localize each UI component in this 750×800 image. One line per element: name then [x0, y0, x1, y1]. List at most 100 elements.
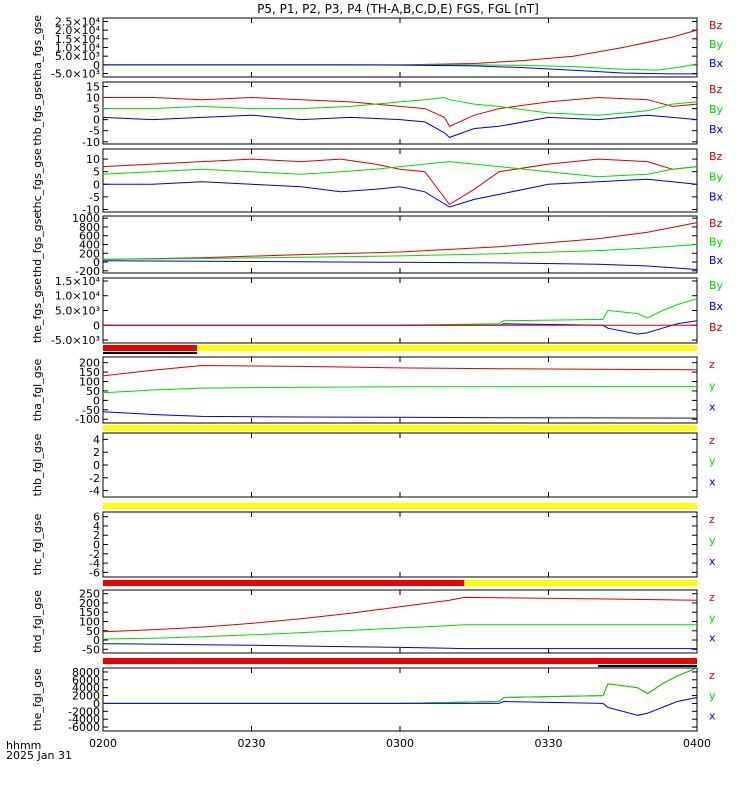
y-axis-label: tha_fgs_gse	[31, 15, 44, 80]
y-tick-label: 0	[93, 178, 100, 191]
y-tick-label: 200	[79, 357, 100, 370]
y-axis-label: thc_fgs_gse	[31, 148, 44, 213]
y-tick-label: -10	[82, 203, 100, 216]
plot-title: P5, P1, P2, P3, P4 (TH-A,B,C,D,E) FGS, F…	[257, 2, 539, 16]
legend-z: z	[709, 358, 715, 371]
y-tick-label: -4000	[68, 713, 100, 726]
y-tick-label: 15	[86, 80, 100, 93]
y-axis-label: thd_fgs_gse	[31, 212, 44, 278]
legend-x: x	[709, 632, 716, 645]
y-tick-label: -200	[75, 265, 100, 278]
y-tick-label: 8000	[72, 666, 100, 679]
panel-frame	[102, 667, 698, 732]
legend-bx: Bx	[709, 123, 724, 136]
y-axis-label: the_fgl_gse	[31, 668, 44, 731]
legend-by: By	[709, 103, 724, 116]
series-line-bx	[103, 320, 698, 335]
legend-x: x	[709, 555, 716, 568]
date-label: 2025 Jan 31	[6, 749, 72, 762]
series-line-z	[102, 596, 698, 633]
mode-bar-segment	[103, 345, 198, 351]
time-axis-label: hhmm	[6, 739, 41, 752]
y-tick-label: -50	[82, 643, 100, 656]
mode-bar-segment	[197, 345, 698, 351]
y-tick-label: 2	[93, 529, 100, 542]
series-line-bz	[103, 29, 698, 66]
y-tick-label: 4	[93, 433, 100, 446]
y-tick-label: 2	[93, 446, 100, 459]
legend-y: y	[709, 611, 716, 624]
legend-by: By	[709, 279, 724, 292]
mode-bar	[103, 503, 697, 509]
y-tick-label: 250	[79, 588, 100, 601]
y-tick-label: -6	[89, 566, 100, 579]
y-tick-label: 1.0×10⁴	[55, 42, 101, 55]
series-line-bx	[102, 260, 698, 270]
series-line-by	[102, 161, 698, 178]
time-axis: 0200 0230 0300 0330 0400	[89, 737, 711, 750]
y-tick-label: 5.0×10³	[55, 305, 100, 318]
y-tick-label: -2000	[68, 705, 100, 718]
legend-z: z	[709, 513, 715, 526]
y-tick-label: 5	[93, 103, 100, 116]
y-tick-label: -4	[89, 557, 100, 570]
mode-bar-underline	[103, 352, 198, 354]
y-axis-label: thc_fgl_gse	[31, 513, 44, 575]
y-tick-label: -100	[75, 413, 100, 426]
mode-bar-segment	[464, 580, 697, 586]
y-tick-label: 2.5×10⁴	[55, 15, 101, 28]
y-tick-label: 10	[86, 92, 100, 105]
y-tick-label: 4000	[72, 682, 100, 695]
legend-by: By	[709, 170, 724, 183]
series-line-y	[102, 386, 697, 394]
y-tick-label: 0	[93, 539, 100, 552]
time-tick-label: 0230	[238, 737, 266, 750]
y-tick-label: 0	[93, 394, 100, 407]
panel-the-fgs-gse: -5.0×10³ 05.0×10³ 1.0×10⁴ 1.5×10⁴ the_fgs_gs…	[31, 275, 724, 347]
legend-bx: Bx	[709, 300, 724, 313]
legend-bz: Bz	[709, 150, 723, 163]
y-tick-label: 0	[93, 319, 100, 332]
mode-bar-segment	[103, 425, 697, 431]
mode-bar	[103, 345, 698, 354]
y-tick-label: 5	[93, 166, 100, 179]
series-line-by	[103, 96, 698, 116]
time-tick-label: 0200	[89, 737, 117, 750]
legend-y: y	[709, 534, 716, 547]
legend-z: z	[709, 669, 715, 682]
y-tick-label: 0	[93, 634, 100, 647]
series-line-x	[102, 643, 697, 650]
y-tick-label: 1.0×10⁴	[55, 290, 101, 303]
y-tick-label: 150	[79, 606, 100, 619]
series-line-x	[102, 411, 698, 419]
y-tick-label: 200	[79, 597, 100, 610]
y-tick-label: 10	[86, 153, 100, 166]
y-tick-label: 0	[93, 256, 100, 269]
mode-bar	[103, 658, 697, 667]
y-tick-label: 4	[93, 520, 100, 533]
y-tick-label: 50	[86, 385, 100, 398]
y-tick-label: -2	[89, 472, 100, 485]
mode-bar-segment	[103, 658, 697, 664]
y-tick-label: 0	[93, 697, 100, 710]
series-line-bz	[102, 222, 698, 260]
y-tick-label: 400	[79, 239, 100, 252]
y-tick-label: 0	[93, 459, 100, 472]
series-line-x	[103, 697, 698, 716]
y-tick-label: 5.0×10³	[55, 50, 100, 63]
y-axis-label: tha_fgl_gse	[31, 359, 44, 422]
mode-bar-segment	[103, 580, 465, 586]
legend-bx: Bx	[709, 57, 724, 70]
mode-bar	[103, 580, 697, 586]
y-tick-label: 150	[79, 366, 100, 379]
series-line-z	[102, 364, 698, 377]
panel-frame	[102, 432, 698, 498]
y-tick-label: 2000	[72, 690, 100, 703]
time-tick-label: 0300	[386, 737, 414, 750]
series-line-y	[103, 667, 698, 704]
